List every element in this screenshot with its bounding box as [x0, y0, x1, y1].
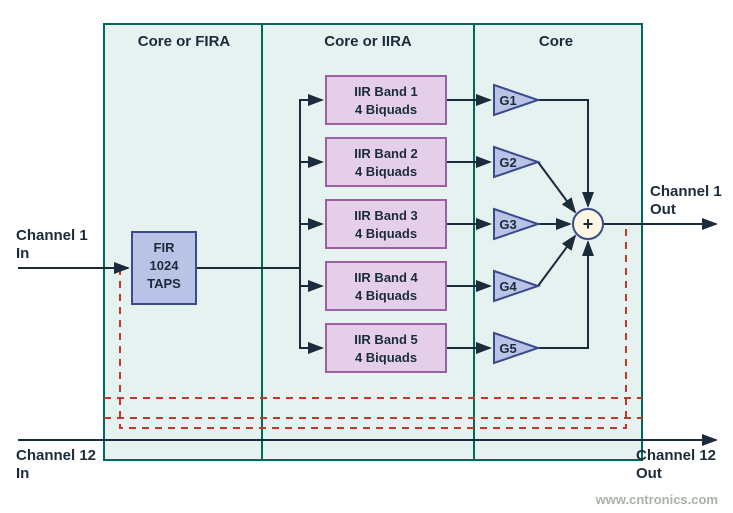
svg-text:In: In [16, 465, 29, 482]
svg-text:Out: Out [650, 201, 676, 218]
svg-text:G4: G4 [499, 279, 517, 294]
svg-text:IIR Band 2: IIR Band 2 [354, 146, 418, 161]
svg-text:Core: Core [539, 33, 573, 50]
svg-text:Channel 12: Channel 12 [16, 447, 96, 464]
svg-text:FIR: FIR [154, 240, 176, 255]
signal-flow-diagram: Core or FIRA Core or IIRA Core FIR 1024 TAPS I… [0, 0, 733, 513]
svg-text:Core or IIRA: Core or IIRA [324, 33, 412, 50]
svg-text:IIR Band 5: IIR Band 5 [354, 332, 418, 347]
svg-text:IIR Band 1: IIR Band 1 [354, 84, 418, 99]
svg-text:4 Biquads: 4 Biquads [355, 226, 417, 241]
svg-text:1024: 1024 [150, 258, 180, 273]
svg-text:G5: G5 [499, 341, 516, 356]
svg-text:IIR Band 4: IIR Band 4 [354, 270, 418, 285]
svg-text:In: In [16, 245, 29, 262]
svg-text:Channel 1: Channel 1 [650, 183, 722, 200]
svg-text:www.cntronics.com: www.cntronics.com [595, 492, 718, 507]
svg-text:Out: Out [636, 465, 662, 482]
svg-text:+: + [583, 214, 594, 234]
svg-text:4 Biquads: 4 Biquads [355, 164, 417, 179]
svg-text:G3: G3 [499, 217, 516, 232]
svg-text:Core or FIRA: Core or FIRA [138, 33, 231, 50]
svg-text:Channel 12: Channel 12 [636, 447, 716, 464]
svg-text:TAPS: TAPS [147, 276, 181, 291]
svg-text:4 Biquads: 4 Biquads [355, 350, 417, 365]
svg-text:4 Biquads: 4 Biquads [355, 288, 417, 303]
svg-text:G1: G1 [499, 93, 516, 108]
svg-text:4 Biquads: 4 Biquads [355, 102, 417, 117]
svg-text:Channel 1: Channel 1 [16, 227, 88, 244]
svg-text:IIR Band 3: IIR Band 3 [354, 208, 418, 223]
svg-text:G2: G2 [499, 155, 516, 170]
